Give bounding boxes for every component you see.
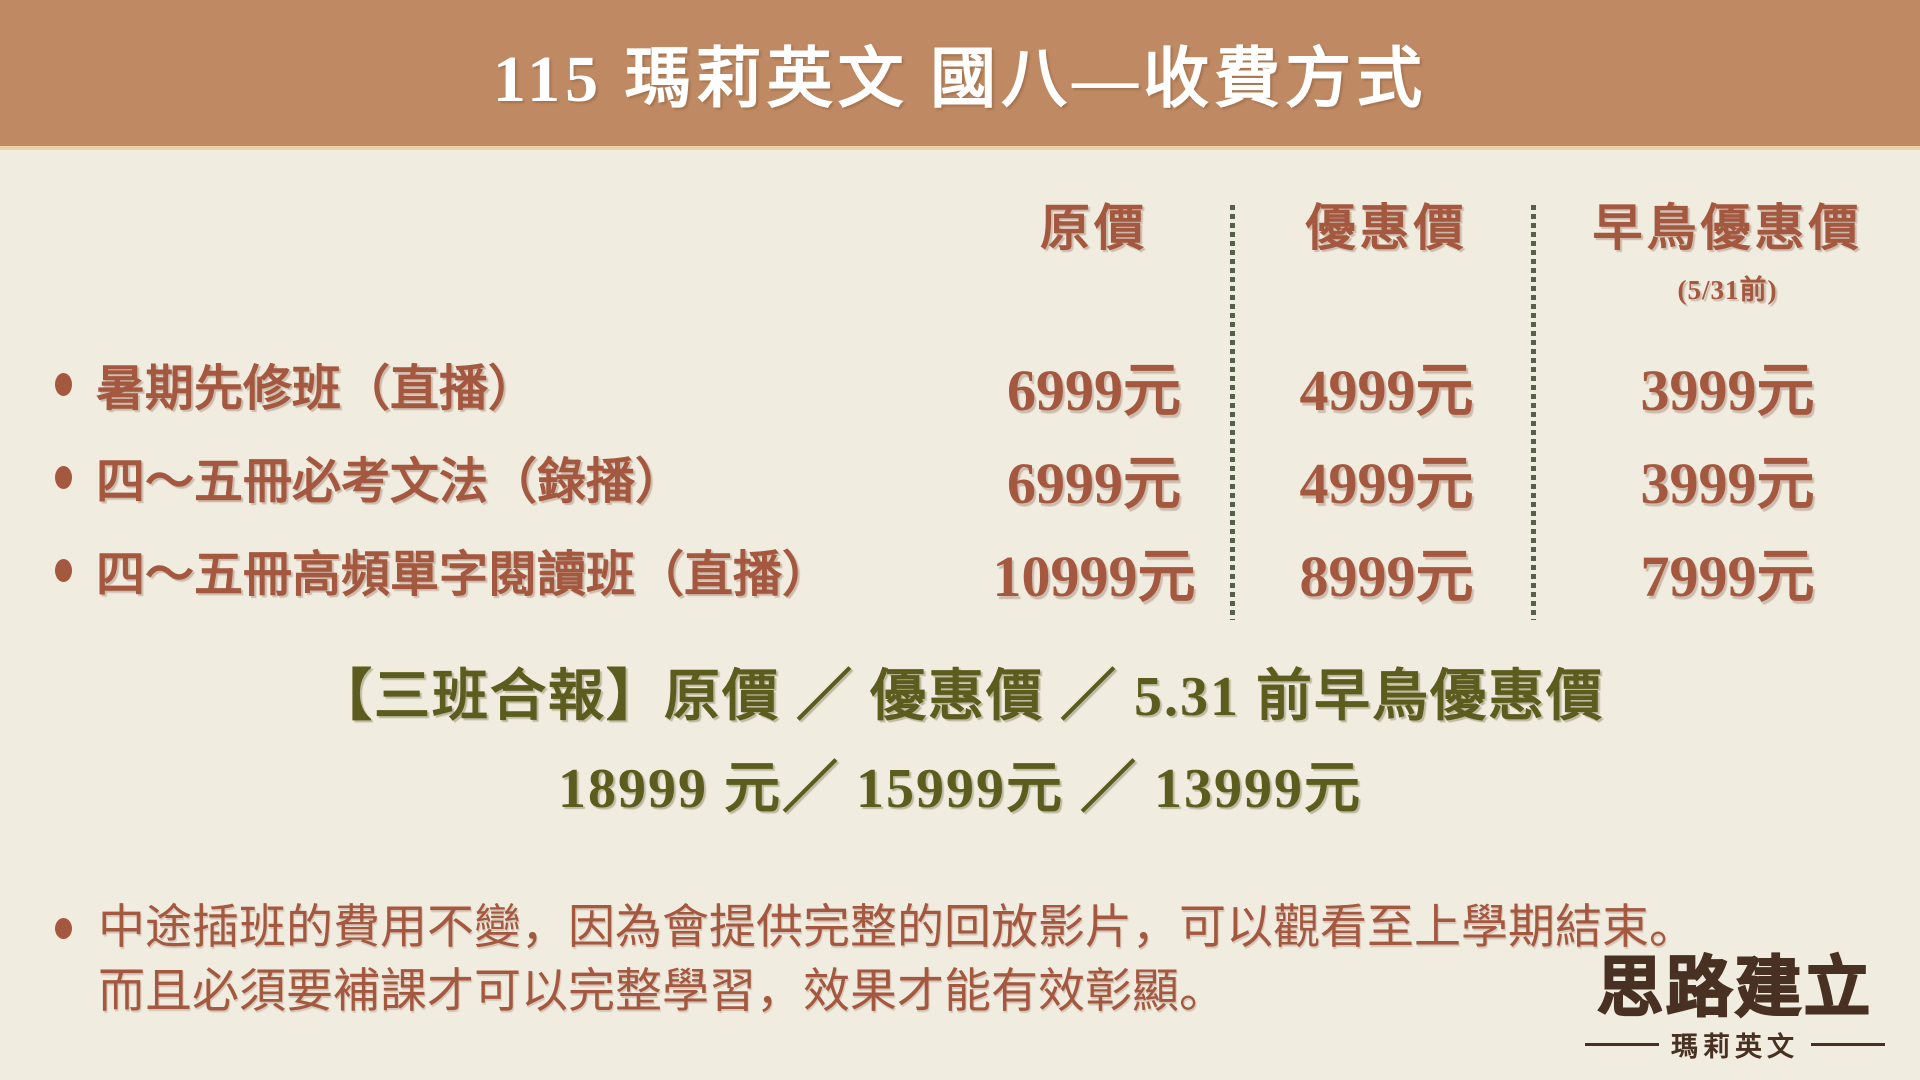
table-row: 四～五冊高頻單字閱讀班（直播） 10999元 8999元 7999元 <box>0 524 1920 617</box>
price-early-bird: 3999元 <box>1640 450 1815 516</box>
course-name: 四～五冊必考文法（錄播） <box>96 454 685 509</box>
brand-logo-sub-row: 瑪莉英文 <box>1585 1025 1885 1064</box>
title-banner: 115 瑪莉英文 國八—收費方式 <box>0 0 1920 150</box>
logo-rule-left <box>1585 1043 1659 1046</box>
price-table-body: 暑期先修班（直播） 6999元 4999元 3999元 四～五冊必考文法（錄播）… <box>0 338 1920 617</box>
policy-note-line2: 而且必須要補課才可以完整學習，效果才能有效彰顯。 <box>98 966 1226 1018</box>
bullet-icon <box>55 466 72 489</box>
column-header-original: 原價 <box>1040 200 1148 256</box>
bullet-icon <box>55 559 72 582</box>
header-spacer <box>0 188 950 307</box>
course-name: 四～五冊高頻單字閱讀班（直播） <box>96 547 832 602</box>
price-original: 10999元 <box>992 543 1196 609</box>
price-discount: 4999元 <box>1299 357 1474 423</box>
price-original: 6999元 <box>1006 450 1181 516</box>
policy-note-line1: 中途插班的費用不變，因為會提供完整的回放影片，可以觀看至上學期結束。 <box>98 902 1696 954</box>
course-name: 暑期先修班（直播） <box>96 361 538 416</box>
policy-note-line1-wrap: 中途插班的費用不變，因為會提供完整的回放影片，可以觀看至上學期結束。 <box>55 896 1696 960</box>
course-label-vocabulary-reading: 四～五冊高頻單字閱讀班（直播） <box>0 535 950 606</box>
policy-note: 中途插班的費用不變，因為會提供完整的回放影片，可以觀看至上學期結束。 而且必須要… <box>55 896 1696 1024</box>
price-original: 6999元 <box>1006 357 1181 423</box>
bundle-offer-section: 【三班合報】原價 ／ 優惠價 ／ 5.31 前早鳥優惠價 18999 元／ 15… <box>0 668 1920 818</box>
price-discount: 8999元 <box>1299 543 1474 609</box>
brand-logo: 思路建立 瑪莉英文 <box>1585 950 1885 1064</box>
column-header-early-bird-label: 早鳥優惠價 <box>1592 200 1863 256</box>
table-row: 四～五冊必考文法（錄播） 6999元 4999元 3999元 <box>0 431 1920 524</box>
bullet-icon <box>55 373 72 396</box>
logo-rule-right <box>1811 1043 1885 1046</box>
bundle-offer-prices: 18999 元／ 15999元 ／ 13999元 <box>558 758 1362 820</box>
column-divider-1 <box>1230 205 1235 620</box>
table-row: 暑期先修班（直播） 6999元 4999元 3999元 <box>0 338 1920 431</box>
column-header-early-bird-note: (5/31前) <box>1677 275 1778 305</box>
price-table-header: 原價 優惠價 早鳥優惠價 (5/31前) <box>0 188 1920 307</box>
brand-logo-sub: 瑪莉英文 <box>1671 1032 1799 1062</box>
column-divider-2 <box>1531 205 1536 620</box>
column-header-discount: 優惠價 <box>1305 200 1468 256</box>
course-label-grammar: 四～五冊必考文法（錄播） <box>0 442 950 513</box>
column-header-early-bird: 早鳥優惠價 (5/31前) <box>1535 188 1920 307</box>
brand-logo-main: 思路建立 <box>1596 950 1873 1024</box>
price-discount: 4999元 <box>1299 450 1474 516</box>
bundle-offer-headline: 【三班合報】原價 ／ 優惠價 ／ 5.31 前早鳥優惠價 <box>316 666 1604 728</box>
page-title: 115 瑪莉英文 國八—收費方式 <box>492 43 1428 116</box>
course-label-summer: 暑期先修班（直播） <box>0 349 950 420</box>
price-early-bird: 3999元 <box>1640 357 1815 423</box>
bullet-icon <box>55 917 72 939</box>
price-early-bird: 7999元 <box>1640 543 1815 609</box>
